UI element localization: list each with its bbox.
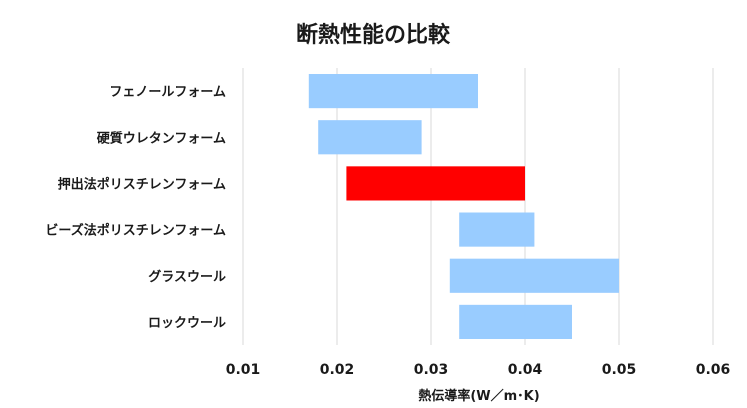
x-tick-label: 0.03 [414,362,449,378]
x-tick-label: 0.01 [226,362,261,378]
category-label: グラスウール [148,269,226,285]
range-bar [459,212,535,247]
x-axis-title: 熱伝導率(W／m･K) [418,388,539,404]
x-tick-labels: 0.01 0.02 0.03 0.04 0.05 0.06 [226,362,731,378]
range-bar [449,258,619,293]
category-label: フェノールフォーム [109,85,226,100]
range-bar [308,74,478,109]
range-bar [459,304,572,339]
chart-title: 断熱性能の比較 [296,22,451,48]
gridlines [242,68,714,345]
bars [308,74,619,339]
range-bar [318,120,422,155]
category-labels: フェノールフォーム硬質ウレタンフォーム押出法ポリスチレンフォームビーズ法ポリスチ… [45,85,226,331]
category-label: ロックウール [148,316,226,331]
range-bar [346,166,525,201]
category-label: ビーズ法ポリスチレンフォーム [45,223,226,239]
x-tick-label: 0.02 [320,362,355,378]
x-tick-label: 0.04 [508,362,543,378]
x-tick-label: 0.05 [602,362,637,378]
category-label: 硬質ウレタンフォーム [97,130,226,146]
category-label: 押出法ポリスチレンフォーム [58,176,226,192]
x-tick-label: 0.06 [696,362,731,378]
